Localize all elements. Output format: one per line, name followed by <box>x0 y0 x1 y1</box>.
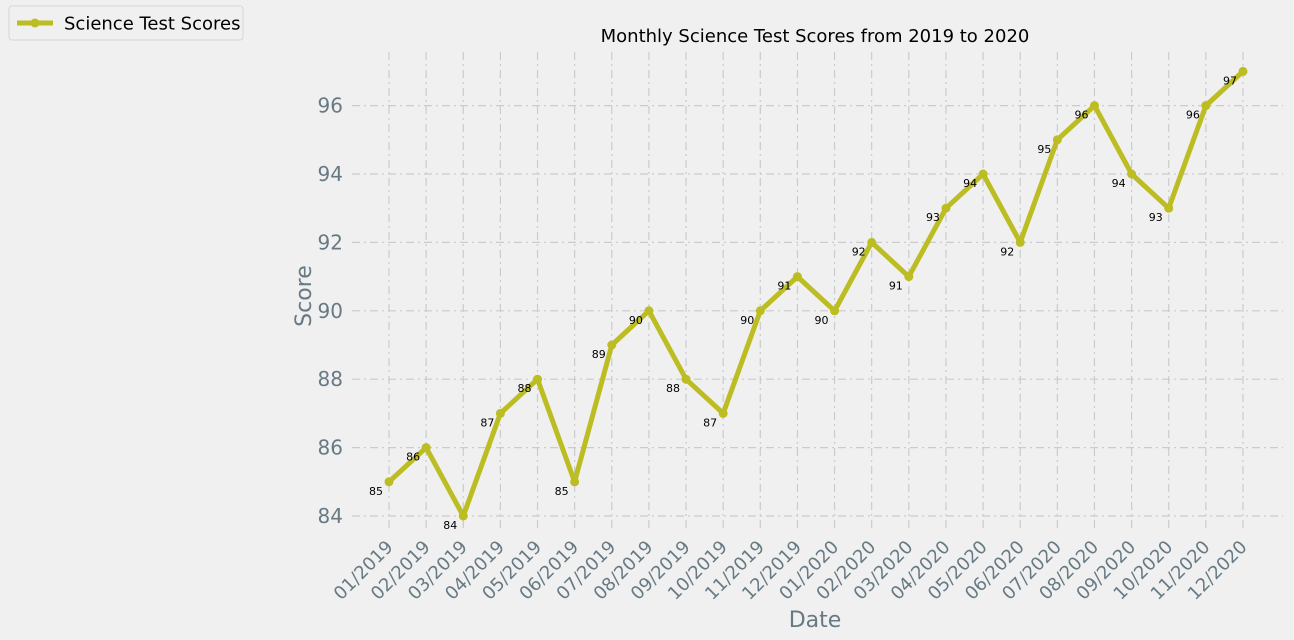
legend: Science Test Scores <box>8 5 244 41</box>
data-label: 88 <box>518 382 532 395</box>
x-axis-title: Date <box>789 608 842 633</box>
data-label: 92 <box>1000 245 1014 258</box>
data-point <box>533 374 543 384</box>
data-point <box>495 408 505 418</box>
data-point <box>1089 101 1099 111</box>
data-label: 85 <box>369 485 383 498</box>
legend-marker-swatch <box>30 18 40 28</box>
data-label: 84 <box>443 519 457 532</box>
data-label: 91 <box>889 280 903 293</box>
data-point <box>1238 66 1248 76</box>
data-label: 90 <box>629 314 643 327</box>
data-point <box>718 408 728 418</box>
data-point <box>1201 101 1211 111</box>
data-point <box>681 374 691 384</box>
data-label: 94 <box>1112 177 1126 190</box>
legend-box <box>8 5 244 41</box>
data-point <box>755 306 765 316</box>
data-point <box>978 169 988 179</box>
series-line <box>386 68 1246 519</box>
series-layer <box>384 66 1248 521</box>
data-point <box>1127 169 1137 179</box>
data-label: 90 <box>740 314 754 327</box>
data-point <box>941 203 951 213</box>
data-label: 90 <box>815 314 829 327</box>
data-label: 96 <box>1186 109 1200 122</box>
data-point <box>792 272 802 282</box>
legend-label: Science Test Scores <box>64 14 240 35</box>
data-label: 93 <box>1149 211 1163 224</box>
y-tick-label: 86 <box>318 436 343 460</box>
chart-title: Monthly Science Test Scores from 2019 to… <box>601 26 1030 47</box>
data-label: 86 <box>406 451 420 464</box>
y-tick-label: 90 <box>318 299 343 323</box>
data-label: 89 <box>592 348 606 361</box>
y-tick-label: 96 <box>318 94 343 118</box>
data-point <box>1052 135 1062 145</box>
data-label: 92 <box>852 245 866 258</box>
y-tick-label: 88 <box>318 367 343 391</box>
y-tick-label: 92 <box>318 230 343 254</box>
y-axis-title: Score <box>292 265 317 327</box>
data-label: 87 <box>703 416 717 429</box>
grid-lines <box>352 52 1283 532</box>
data-point <box>830 306 840 316</box>
data-label: 85 <box>555 485 569 498</box>
y-tick-label: 94 <box>318 162 343 186</box>
data-label: 88 <box>666 382 680 395</box>
data-point <box>607 340 617 350</box>
data-point <box>1164 203 1174 213</box>
data-label: 91 <box>777 280 791 293</box>
data-point <box>421 443 431 453</box>
data-label: 87 <box>480 416 494 429</box>
data-point <box>384 477 394 487</box>
data-labels: 85 86 84 87 88 85 89 90 88 87 90 91 90 92 91 93 94 92 95 96… <box>369 74 1237 532</box>
data-point <box>1015 237 1025 247</box>
data-label: 95 <box>1037 143 1051 156</box>
data-label: 93 <box>926 211 940 224</box>
data-point <box>570 477 580 487</box>
data-point <box>904 272 914 282</box>
data-point <box>867 237 877 247</box>
data-label: 96 <box>1074 109 1088 122</box>
x-axis-ticks: 01/201902/201903/201904/201905/201906/20… <box>330 537 1252 605</box>
y-tick-label: 84 <box>318 504 343 528</box>
data-point <box>644 306 654 316</box>
data-point <box>458 511 468 521</box>
y-axis-ticks: 84 86 88 90 92 94 96 <box>318 94 343 528</box>
data-label: 94 <box>963 177 977 190</box>
data-label: 97 <box>1223 74 1237 87</box>
